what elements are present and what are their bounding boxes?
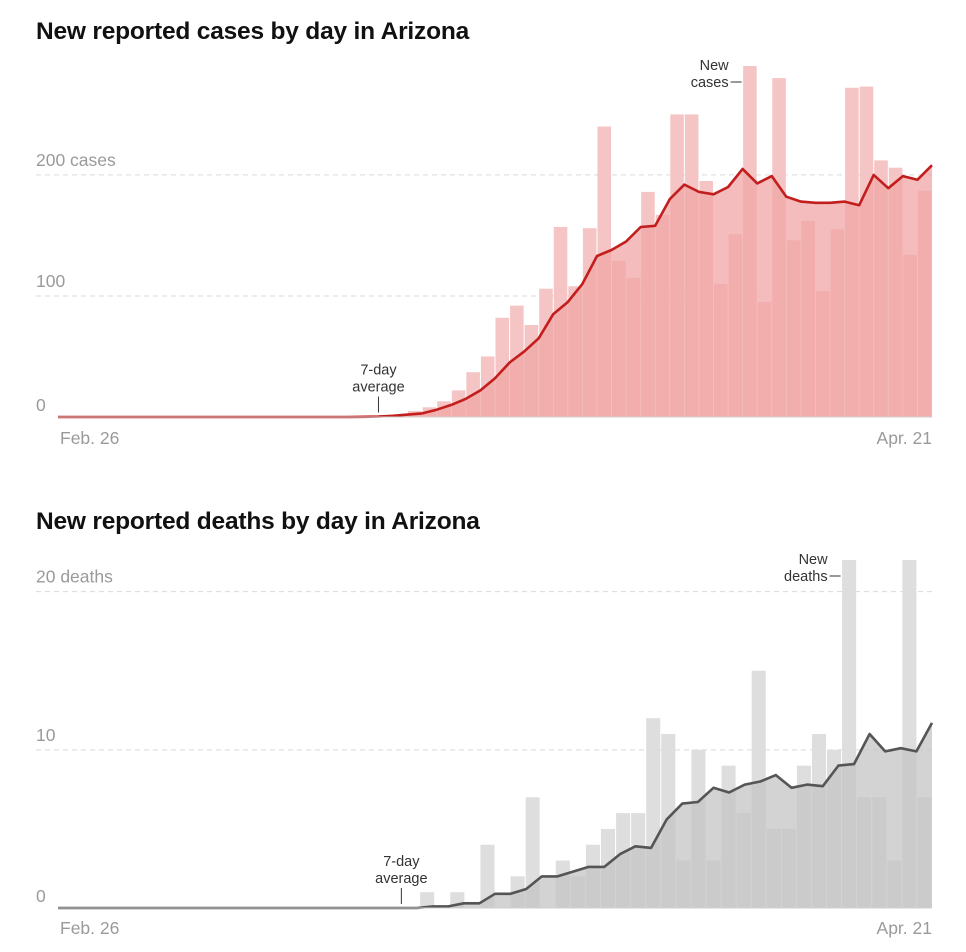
cases-line-annotation-line2: average xyxy=(352,380,404,396)
cases-average-area xyxy=(58,165,932,417)
cases-y-tick-label: 0 xyxy=(36,395,46,415)
cases-x-end-label: Apr. 21 xyxy=(877,428,932,448)
cases-line-annotation-line1: 7-day xyxy=(360,363,397,379)
deaths-y-tick-label: 10 xyxy=(36,725,56,745)
cases-chart-title: New reported cases by day in Arizona xyxy=(36,18,470,45)
deaths-bar xyxy=(420,892,435,908)
deaths-chart-title: New reported deaths by day in Arizona xyxy=(36,508,480,535)
deaths-x-start-label: Feb. 26 xyxy=(60,918,119,938)
deaths-bars-annotation-line1: New xyxy=(799,552,829,568)
deaths-average-area xyxy=(58,722,932,908)
deaths-bars-annotation-line2: deaths xyxy=(784,569,828,585)
cases-x-start-label: Feb. 26 xyxy=(60,428,119,448)
cases-bars-annotation-line2: cases xyxy=(691,75,729,91)
cases-chart-panel: New reported cases by day in Arizona 0 10… xyxy=(0,0,966,470)
deaths-chart-panel: New reported deaths by day in Arizona 0 1… xyxy=(0,490,966,952)
deaths-bar xyxy=(480,844,495,908)
deaths-line-annotation-line1: 7-day xyxy=(383,854,420,870)
cases-bars-annotation-line1: New xyxy=(700,58,730,74)
deaths-y-tick-label: 20 deaths xyxy=(36,567,113,587)
deaths-y-tick-label: 0 xyxy=(36,886,46,906)
deaths-x-end-label: Apr. 21 xyxy=(877,918,932,938)
cases-y-tick-label: 200 cases xyxy=(36,150,116,170)
deaths-line-annotation-line2: average xyxy=(375,871,427,887)
cases-y-tick-label: 100 xyxy=(36,271,65,291)
